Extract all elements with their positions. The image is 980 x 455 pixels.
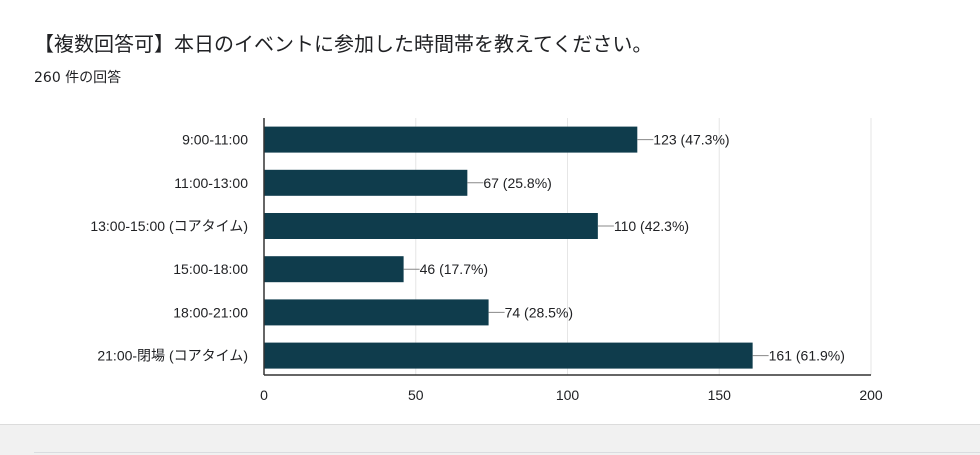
data-label-0: 123 (47.3%)	[653, 132, 729, 148]
chart-card: 【複数回答可】本日のイベントに参加した時間帯を教えてください。 260 件の回答…	[0, 0, 980, 425]
bar-chart: 123 (47.3%) 9:00-11:00 67 (25.8%) 11:00-13:…	[90, 118, 883, 403]
data-label-1: 67 (25.8%)	[483, 175, 551, 191]
response-count: 260 件の回答	[34, 70, 122, 86]
category-label-1: 11:00-13:00	[174, 175, 248, 191]
data-label-2: 110 (42.3%)	[614, 218, 689, 234]
x-tick-label-150: 150	[708, 387, 732, 403]
category-label-5: 21:00-閉場 (コアタイム)	[97, 348, 248, 364]
bar-1	[264, 169, 468, 196]
x-tick-label-100: 100	[556, 387, 580, 403]
bar-3	[264, 256, 404, 283]
category-label-4: 18:00-21:00	[173, 304, 248, 320]
bar-5	[264, 342, 753, 369]
category-label-2: 13:00-15:00 (コアタイム)	[90, 218, 248, 234]
bottom-strip	[0, 425, 980, 455]
data-label-3: 46 (17.7%)	[420, 261, 488, 277]
bar-0	[264, 126, 638, 153]
category-label-0: 9:00-11:00	[182, 132, 248, 148]
data-label-5: 161 (61.9%)	[769, 348, 845, 364]
data-label-4: 74 (28.5%)	[505, 304, 573, 320]
x-tick-label-50: 50	[408, 387, 424, 403]
category-label-3: 15:00-18:00	[173, 261, 248, 277]
question-title: 【複数回答可】本日のイベントに参加した時間帯を教えてください。	[34, 32, 653, 56]
bar-4	[264, 299, 489, 326]
bottom-rule	[34, 452, 980, 453]
x-tick-label-0: 0	[260, 387, 268, 403]
x-tick-label-200: 200	[859, 387, 883, 403]
bar-2	[264, 213, 598, 239]
